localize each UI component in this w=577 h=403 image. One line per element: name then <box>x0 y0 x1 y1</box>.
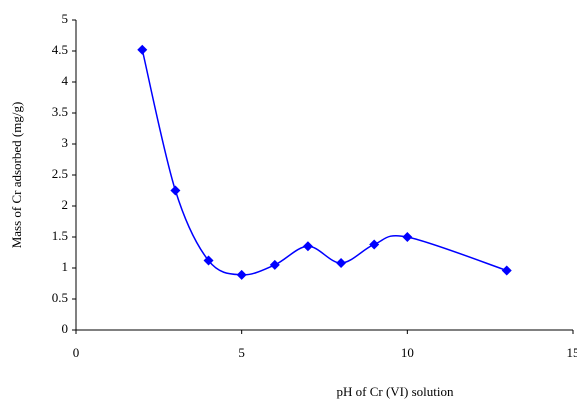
x-tick-label: 5 <box>238 345 245 360</box>
data-point <box>170 185 181 196</box>
data-point <box>369 239 380 250</box>
data-point <box>236 269 247 280</box>
y-tick-label: 3 <box>62 135 69 150</box>
y-tick-label: 1 <box>62 259 69 274</box>
data-point <box>336 258 347 269</box>
y-tick-label: 3.5 <box>52 104 68 119</box>
x-tick-label: 15 <box>567 345 577 360</box>
y-tick-label: 0.5 <box>52 290 68 305</box>
y-tick-label: 5 <box>62 11 69 26</box>
y-tick-label: 0 <box>62 321 69 336</box>
y-tick-label: 4 <box>62 73 69 88</box>
data-point <box>501 265 512 276</box>
x-tick-label: 0 <box>73 345 80 360</box>
x-axis-label: pH of Cr (VI) solution <box>337 384 454 399</box>
x-tick-label: 10 <box>401 345 414 360</box>
series-line <box>141 49 507 276</box>
y-axis-label: Mass of Cr adsorbed (mg/g) <box>9 102 24 249</box>
y-tick-label: 2.5 <box>52 166 68 181</box>
data-point <box>137 44 148 55</box>
data-point <box>302 241 313 252</box>
y-tick-label: 1.5 <box>52 228 68 243</box>
data-point <box>269 259 280 270</box>
data-point <box>203 255 214 266</box>
y-tick-label: 4.5 <box>52 42 68 57</box>
y-tick-label: 2 <box>62 197 69 212</box>
data-point <box>402 232 413 242</box>
